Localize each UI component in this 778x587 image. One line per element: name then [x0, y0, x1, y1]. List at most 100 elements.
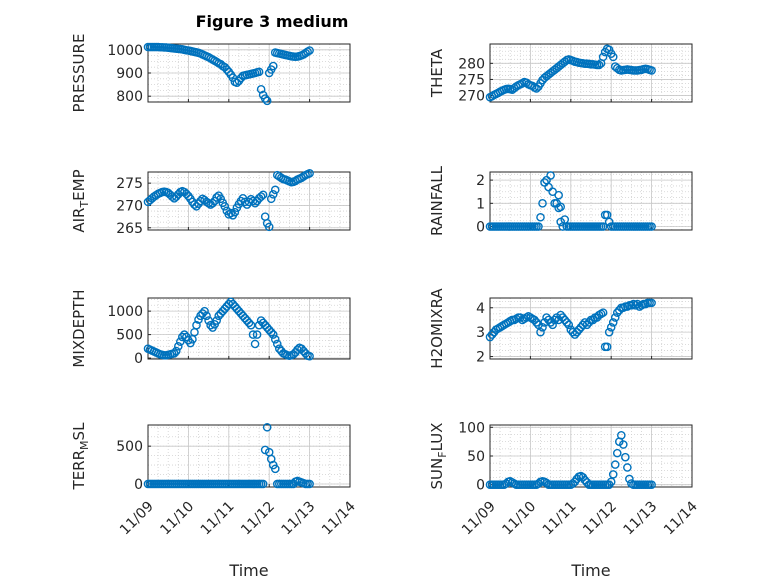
subplot-7-xtick-label: 11/09	[117, 499, 157, 539]
subplot-6-data-point	[538, 322, 547, 332]
subplot-4-data-point	[534, 222, 543, 231]
subplot-8-data-point	[610, 460, 620, 469]
subplot-4-data-point	[536, 212, 545, 222]
subplot-3-ylabel: AIRTEMP	[70, 169, 91, 232]
subplot-2-plot-area	[490, 44, 692, 102]
subplot-2-data-point	[598, 52, 608, 62]
subplot-1-data-point	[254, 67, 264, 77]
subplot-6-data-point	[608, 318, 618, 327]
subplot-8-xtick-label: 11/11	[540, 499, 580, 539]
subplot-1-ylabel: PRESSURE	[70, 34, 88, 113]
subplot-4-ytick-label: 1	[476, 196, 485, 212]
subplot-5-data-point	[252, 330, 262, 339]
subplot-8-data-point	[621, 452, 630, 462]
subplot-4-data-point	[554, 190, 563, 200]
subplot-6-data-point	[598, 308, 608, 317]
subplot-7-ytick-label: 500	[116, 439, 143, 455]
subplot-7-xlabel: Time	[228, 561, 268, 580]
subplot-2-axes-box	[489, 43, 693, 103]
subplot-8-ytick-label: 50	[467, 449, 485, 465]
subplot-4-data-point	[556, 202, 566, 212]
subplot-3-data-point	[266, 194, 276, 204]
subplot-8-ytick-label: 0	[476, 478, 485, 494]
subplot-5-data-point	[173, 342, 183, 351]
subplot-1-data-point	[222, 65, 232, 74]
subplot-6-ylabel: H2OMIXRA	[428, 288, 446, 369]
subplot-5-data-point	[202, 311, 211, 321]
subplot-8-data-point	[625, 474, 634, 484]
subplot-1-data-point	[256, 84, 266, 94]
subplot-6-data-point	[564, 320, 574, 330]
figure-title: Figure 3 medium	[195, 12, 349, 31]
subplot-8-data-point	[608, 470, 618, 479]
subplot-3-data-point	[196, 196, 205, 206]
subplot-3-data-point	[264, 222, 274, 232]
subplot-5-data-point	[246, 320, 256, 330]
subplot-6-data-point	[633, 299, 642, 309]
subplot-5-data-point	[169, 349, 179, 358]
subplot-5-ytick-label: 1000	[107, 304, 143, 320]
subplot-8-xlabel: Time	[570, 561, 610, 580]
subplot-6-axes-box	[489, 297, 693, 360]
subplot-8-xtick-label: 11/14	[661, 498, 701, 538]
subplot-1-data-point	[262, 96, 272, 106]
subplot-5-data-point	[250, 339, 260, 349]
subplot-6-data-point	[536, 327, 545, 337]
subplot-3-ytick-label: 275	[116, 176, 143, 192]
subplot-8-xtick-label: 11/09	[459, 499, 499, 539]
subplot-8-data-point	[612, 448, 622, 458]
subplot-3-data-point	[256, 192, 266, 201]
subplot-7-xtick-label: 11/10	[157, 499, 197, 539]
subplot-2-data-point	[532, 84, 541, 93]
subplot-6-data-point	[516, 313, 525, 322]
subplot-3-data-point	[268, 190, 278, 199]
subplot-5-data-point	[272, 339, 282, 349]
subplot-4-ylabel: RAINFALL	[428, 165, 446, 236]
subplot-8-ylabel: SUNFLUX	[428, 423, 449, 490]
subplot-4-ytick-label: 2	[476, 173, 485, 189]
subplot-8-data-point	[617, 431, 626, 440]
subplot-5-ytick-label: 0	[134, 351, 143, 367]
subplot-3-data-point	[305, 169, 314, 178]
subplot-5-data-point	[248, 330, 258, 339]
subplot-5-data-point	[268, 330, 278, 339]
subplot-6-data-point	[602, 342, 612, 352]
subplot-4-data-point	[538, 199, 547, 208]
subplot-8-ytick-label: 100	[458, 420, 485, 436]
subplot-4-data-point	[546, 171, 555, 180]
subplot-3-data-point	[220, 202, 230, 211]
subplot-3-data-point	[208, 198, 217, 208]
subplot-3-axes-box	[147, 171, 351, 231]
subplot-7-xtick-label: 11/11	[198, 499, 238, 539]
subplot-4-data-point	[647, 222, 656, 231]
subplot-7-ytick-label: 0	[134, 477, 143, 493]
subplot-5-data-point	[244, 318, 254, 328]
subplot-8-xtick-label: 11/13	[621, 499, 661, 539]
subplot-3-data-point	[190, 200, 199, 209]
subplot-6-data-point	[604, 327, 614, 337]
subplot-2-ytick-label: 275	[458, 72, 485, 88]
subplot-6-data-point	[550, 315, 559, 325]
subplot-2-data-point	[647, 66, 656, 75]
subplot-5-data-point	[200, 306, 209, 316]
subplot-7-xtick-label: 11/13	[279, 499, 319, 539]
subplot-5-axes-box	[147, 297, 351, 360]
subplot-8-data-point	[623, 463, 632, 472]
subplot-1-ytick-label: 900	[116, 66, 143, 82]
subplot-2-data-point	[594, 60, 604, 70]
subplot-5-data-point	[176, 337, 185, 346]
subplot-6-data-point	[606, 322, 616, 332]
subplot-8-xtick-label: 11/10	[499, 499, 539, 539]
subplot-3-data-point	[230, 207, 240, 217]
subplot-4-plot-area	[490, 172, 692, 230]
subplot-5-data-point	[266, 327, 276, 337]
subplot-5-data-point	[192, 320, 201, 330]
subplot-3-data-point	[270, 185, 280, 195]
subplot-2-ytick-label: 280	[458, 56, 485, 72]
subplot-7-data-point	[258, 479, 268, 489]
subplot-5-data-point	[212, 316, 221, 325]
subplot-5-data-point	[270, 334, 280, 344]
subplot-7-xtick-label: 11/12	[238, 499, 278, 539]
subplot-3-ytick-label: 265	[116, 221, 143, 237]
